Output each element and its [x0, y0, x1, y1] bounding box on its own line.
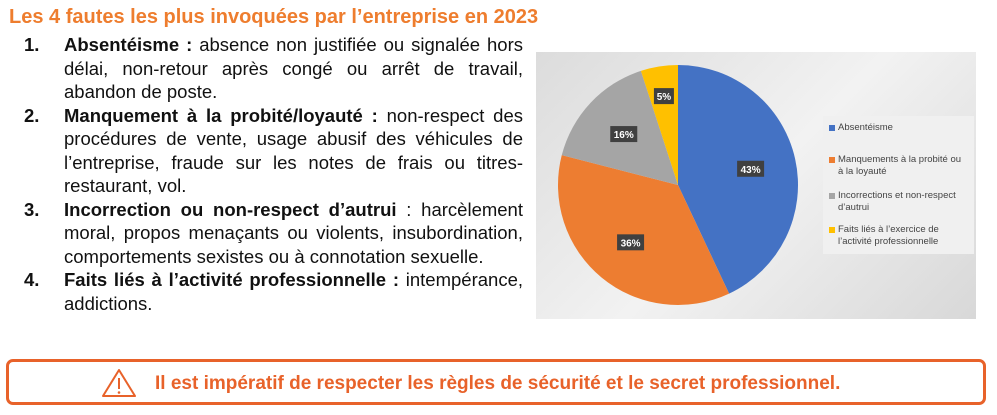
- legend-item: Incorrections et non-respect d’autrui: [829, 190, 968, 214]
- data-label: 43%: [737, 160, 765, 177]
- chart-legend: Absentéisme Manquements à la probité ou …: [823, 116, 974, 254]
- legend-label: Manquements à la probité ou à la loyauté: [838, 154, 962, 177]
- pie-chart: 43% 36% 16% 5% Absentéisme Manquements à la…: [536, 52, 976, 319]
- legend-swatch: [829, 157, 835, 163]
- data-label-bg: [617, 234, 645, 251]
- item-text: absence non justifiée ou signalée hors d…: [64, 34, 523, 102]
- warning-icon: [102, 369, 136, 397]
- warning-text: Il est impératif de respecter les règles…: [155, 373, 841, 394]
- legend-label: Faits liés à l’exercice de l’activité pr…: [838, 224, 939, 247]
- item-heading: Manquement à la probité/loyauté :: [64, 104, 378, 126]
- data-label-text: 5%: [657, 92, 672, 103]
- item-text: : harcèlement moral, propos menaçants ou…: [64, 198, 523, 267]
- item-heading: Absentéisme :: [64, 34, 193, 55]
- list-item: 2. Manquement à la probité/loyauté : non-…: [20, 104, 523, 198]
- legend-swatch: [829, 125, 835, 131]
- item-number: 4.: [24, 269, 40, 290]
- data-label-text: 43%: [741, 165, 761, 176]
- legend-swatch: [829, 193, 835, 199]
- warning-banner: Il est impératif de respecter les règles…: [6, 359, 986, 405]
- item-heading: Faits liés à l’activité professionnelle …: [64, 269, 400, 290]
- item-number: 2.: [24, 104, 40, 126]
- item-number: 1.: [24, 34, 40, 55]
- pie-slice: [678, 65, 798, 294]
- legend-item: Faits liés à l’exercice de l’activité pr…: [829, 224, 968, 248]
- data-label-text: 36%: [621, 238, 641, 249]
- legend-item: Manquements à la probité ou à la loyauté: [829, 154, 968, 178]
- data-label: 36%: [617, 234, 645, 251]
- list-item: 4. Faits liés à l’activité professionnell…: [20, 268, 523, 315]
- item-text: non-respect des procédures de vente, usa…: [64, 104, 523, 197]
- pie-slice: [558, 155, 730, 305]
- item-number: 3.: [24, 198, 40, 220]
- list-item: 1. Absentéisme : absence non justifiée ou…: [20, 33, 523, 104]
- data-label: 16%: [610, 126, 638, 143]
- list-item: 3. Incorrection ou non-respect d’autrui :…: [20, 198, 523, 269]
- data-label-bg: [653, 88, 674, 105]
- data-label-text: 16%: [614, 130, 634, 141]
- data-label: 5%: [653, 88, 674, 105]
- data-label-bg: [610, 126, 638, 143]
- data-label-bg: [737, 160, 765, 177]
- item-heading: Incorrection ou non-respect d’autrui: [64, 198, 397, 220]
- legend-label: Absentéisme: [838, 122, 893, 133]
- page-title: Les 4 fautes les plus invoquées par l’en…: [9, 6, 539, 28]
- legend-item: Absentéisme: [829, 122, 893, 134]
- item-text: intempérance, addictions.: [64, 269, 524, 314]
- pie-svg: 43% 36% 16% 5%: [558, 65, 798, 305]
- legend-label: Incorrections et non-respect d’autrui: [838, 190, 956, 213]
- legend-swatch: [829, 227, 835, 233]
- faults-list: 1. Absentéisme : absence non justifiée ou…: [20, 33, 523, 315]
